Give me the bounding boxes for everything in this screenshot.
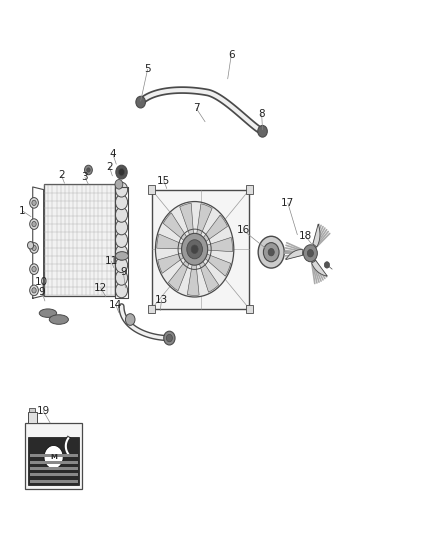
Circle shape xyxy=(324,262,329,268)
Text: 2: 2 xyxy=(106,162,113,172)
Bar xyxy=(246,305,253,313)
Circle shape xyxy=(164,331,175,345)
Circle shape xyxy=(166,334,173,342)
Bar xyxy=(246,185,253,194)
Circle shape xyxy=(87,168,90,172)
Bar xyxy=(152,190,250,309)
Wedge shape xyxy=(198,259,219,292)
Text: 1: 1 xyxy=(19,206,25,216)
Text: 16: 16 xyxy=(237,225,250,236)
Ellipse shape xyxy=(116,252,128,260)
Circle shape xyxy=(182,233,208,265)
Circle shape xyxy=(116,283,127,298)
Circle shape xyxy=(307,249,314,257)
Text: 3: 3 xyxy=(81,172,88,182)
Circle shape xyxy=(116,165,127,179)
Wedge shape xyxy=(204,237,233,252)
Wedge shape xyxy=(168,257,191,291)
Circle shape xyxy=(304,245,318,262)
Wedge shape xyxy=(187,261,199,295)
Circle shape xyxy=(136,96,145,108)
Bar xyxy=(25,423,82,489)
Text: 9: 9 xyxy=(120,267,127,277)
Circle shape xyxy=(155,201,234,297)
Circle shape xyxy=(30,198,39,208)
Wedge shape xyxy=(201,215,227,244)
Bar xyxy=(28,437,79,485)
Circle shape xyxy=(85,165,92,175)
Circle shape xyxy=(32,288,36,293)
Wedge shape xyxy=(157,234,186,249)
Ellipse shape xyxy=(39,309,57,317)
Circle shape xyxy=(30,243,39,253)
Bar xyxy=(30,473,78,477)
Text: 4: 4 xyxy=(110,149,116,159)
Circle shape xyxy=(30,219,39,229)
Circle shape xyxy=(32,221,36,227)
Circle shape xyxy=(44,446,63,469)
Text: 15: 15 xyxy=(157,175,170,185)
Polygon shape xyxy=(312,260,327,276)
Circle shape xyxy=(116,232,127,247)
Text: 6: 6 xyxy=(228,51,234,60)
Text: 11: 11 xyxy=(105,256,118,266)
Text: 8: 8 xyxy=(258,109,265,119)
Wedge shape xyxy=(202,253,231,276)
Circle shape xyxy=(263,243,279,262)
Text: 19: 19 xyxy=(36,406,50,416)
Bar xyxy=(30,480,78,483)
Text: 5: 5 xyxy=(144,64,151,74)
Text: 7: 7 xyxy=(193,103,200,114)
Text: 9: 9 xyxy=(39,287,45,297)
Wedge shape xyxy=(158,252,187,273)
Ellipse shape xyxy=(49,315,68,324)
Text: 10: 10 xyxy=(35,277,49,287)
Bar xyxy=(44,184,116,296)
Bar xyxy=(30,467,78,470)
Bar xyxy=(29,408,35,413)
Bar xyxy=(30,461,78,464)
Polygon shape xyxy=(286,249,303,260)
Polygon shape xyxy=(313,224,320,247)
Text: M: M xyxy=(50,454,57,460)
Circle shape xyxy=(125,314,135,325)
Circle shape xyxy=(116,245,127,260)
Circle shape xyxy=(258,236,284,268)
Circle shape xyxy=(30,285,39,296)
Wedge shape xyxy=(180,203,194,239)
Circle shape xyxy=(268,248,274,256)
Circle shape xyxy=(118,168,124,176)
Circle shape xyxy=(30,264,39,274)
Circle shape xyxy=(116,207,127,222)
Circle shape xyxy=(191,245,198,254)
Circle shape xyxy=(32,200,36,206)
Circle shape xyxy=(116,220,127,235)
Circle shape xyxy=(115,180,123,189)
Circle shape xyxy=(116,258,127,272)
Text: 14: 14 xyxy=(109,300,123,310)
Bar xyxy=(28,413,37,423)
Circle shape xyxy=(187,240,202,259)
Circle shape xyxy=(32,245,36,251)
Circle shape xyxy=(28,241,34,249)
Text: 12: 12 xyxy=(94,282,107,293)
Text: 17: 17 xyxy=(281,198,294,208)
Text: 13: 13 xyxy=(155,295,168,305)
Text: 2: 2 xyxy=(58,171,65,180)
Circle shape xyxy=(258,125,267,137)
Wedge shape xyxy=(163,213,189,243)
Bar xyxy=(148,185,155,194)
Circle shape xyxy=(116,195,127,209)
Circle shape xyxy=(116,182,127,197)
Circle shape xyxy=(116,270,127,285)
Circle shape xyxy=(32,266,36,272)
Wedge shape xyxy=(196,204,212,239)
Bar xyxy=(148,305,155,313)
Text: 18: 18 xyxy=(299,231,312,241)
Bar xyxy=(30,454,78,457)
